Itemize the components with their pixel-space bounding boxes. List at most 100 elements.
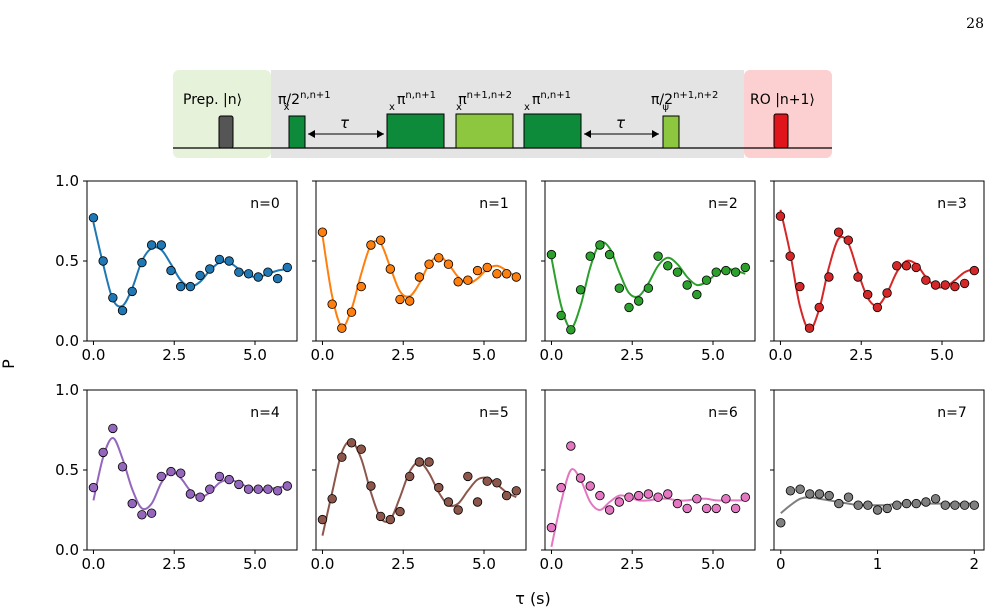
data-point	[682, 503, 692, 514]
data-point	[185, 281, 196, 292]
data-point	[775, 211, 786, 221]
data-point	[824, 490, 834, 501]
data-point	[930, 280, 941, 290]
x-tick-label: 5.0	[472, 346, 496, 364]
pulse1-label: π/2n,n+1 x	[278, 90, 331, 113]
data-point	[127, 498, 137, 509]
data-point	[711, 503, 721, 514]
x-tick-label: 0.0	[82, 346, 106, 364]
panel-label: n=4	[250, 405, 280, 421]
data-point	[366, 240, 376, 250]
data-point	[921, 275, 931, 285]
data-point	[272, 273, 283, 284]
x-tick-label: 5.0	[472, 555, 496, 573]
data-point	[282, 262, 293, 273]
data-point	[272, 486, 283, 496]
data-point	[482, 262, 492, 273]
data-point	[940, 500, 950, 510]
data-point	[366, 481, 376, 491]
data-point	[414, 457, 425, 467]
data-point	[566, 325, 576, 335]
data-point	[795, 484, 805, 494]
tau1-label: τ	[340, 114, 350, 132]
data-point	[921, 497, 931, 507]
data-point	[492, 478, 502, 488]
subplot-n=5: 0.0 2.5 5.0 n=5	[311, 389, 527, 573]
readout-pulse	[773, 113, 789, 149]
fit-curve	[92, 222, 288, 308]
data-point	[404, 471, 415, 482]
data-point	[317, 514, 328, 525]
data-point	[185, 489, 196, 499]
data-point	[137, 510, 147, 520]
readout-region	[744, 70, 832, 158]
data-point	[863, 500, 873, 510]
data-point	[98, 447, 108, 458]
panel-label: n=3	[937, 196, 967, 212]
fit-curve	[550, 241, 746, 330]
pulse2-label: πn,n+1 x	[389, 90, 436, 113]
x-tick-label: 2.5	[391, 555, 415, 573]
data-point	[843, 492, 854, 502]
data-point	[243, 484, 254, 494]
data-point	[575, 473, 586, 483]
data-point	[356, 444, 366, 454]
data-point	[346, 438, 357, 448]
data-point	[663, 489, 673, 499]
data-point	[721, 494, 731, 504]
x-tick-label: 0.0	[311, 346, 335, 364]
data-point	[175, 281, 186, 292]
data-point	[214, 471, 225, 482]
subplot-n=1: 0.0 2.5 5.0 n=1	[311, 180, 527, 364]
subplot-n=3: 0.0 2.5 5.0 n=3	[769, 180, 985, 364]
y-axis-label: P	[0, 359, 18, 369]
data-point	[663, 261, 673, 271]
data-point	[969, 265, 980, 276]
data-point	[234, 479, 244, 490]
prep-label: Prep. |n⟩	[183, 92, 242, 108]
data-point	[682, 280, 692, 290]
data-point	[205, 264, 215, 274]
data-point	[443, 497, 454, 507]
data-point	[156, 471, 167, 482]
data-point	[692, 494, 702, 504]
x-tick-label: 2.5	[849, 346, 873, 364]
data-point	[117, 305, 128, 316]
x-tick-label: 2.5	[162, 555, 186, 573]
data-point	[88, 213, 99, 223]
x-tick-label: 1	[873, 555, 883, 573]
x-tick-label: 2.5	[620, 555, 644, 573]
subplot-n=4: 0.0 2.5 5.0 0.0 0.5 1.0 n=4	[55, 381, 298, 573]
panel-label: n=1	[479, 196, 509, 212]
data-point	[843, 235, 854, 245]
data-point	[424, 259, 434, 269]
data-point	[434, 253, 444, 263]
data-point	[853, 500, 863, 510]
y-tick-label: 0.0	[55, 332, 79, 350]
data-point	[892, 261, 902, 271]
data-point	[175, 468, 186, 478]
page-number: 28	[966, 16, 984, 32]
data-point	[614, 283, 625, 293]
data-point	[740, 492, 751, 502]
data-point	[317, 227, 328, 237]
prep-pulse	[218, 115, 234, 149]
data-point	[824, 272, 834, 282]
data-point	[395, 294, 405, 305]
data-point	[263, 267, 273, 277]
pulse3-label: πn+1,n+2 x	[456, 90, 512, 113]
data-point	[814, 302, 824, 313]
data-point	[776, 518, 786, 528]
data-point	[146, 508, 157, 518]
pulse3	[455, 113, 514, 149]
data-point	[814, 489, 825, 499]
data-point	[950, 500, 960, 510]
data-point	[872, 505, 883, 515]
data-point	[959, 500, 970, 510]
data-point	[882, 288, 892, 298]
data-point	[585, 251, 595, 261]
data-point	[224, 256, 234, 266]
data-point	[395, 506, 405, 517]
data-point	[453, 505, 463, 515]
fit-curve	[550, 468, 746, 548]
